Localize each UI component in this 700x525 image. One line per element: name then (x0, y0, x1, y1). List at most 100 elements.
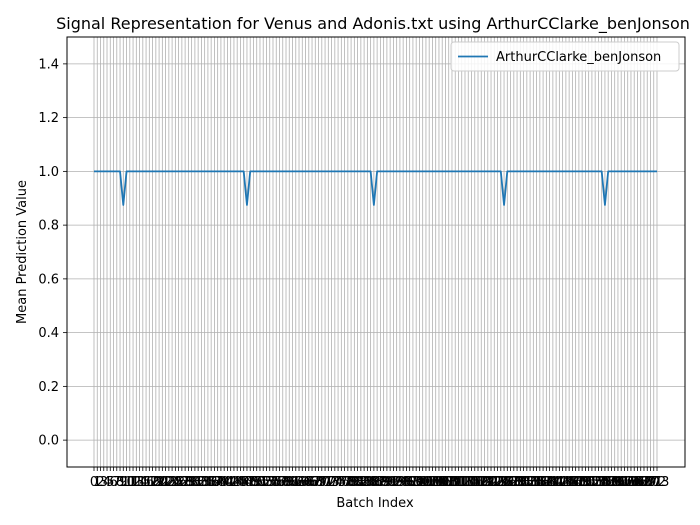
x-tick-label: 132 (511, 475, 536, 490)
x-tick-label: 101 (410, 475, 435, 490)
x-tick-label: 15 (135, 475, 152, 490)
x-tick-label: 122 (479, 475, 504, 490)
x-tick-label: 160 (602, 475, 627, 490)
x-tick-label: 158 (596, 475, 621, 490)
x-tick-label: 53 (258, 475, 275, 490)
x-tick-label: 74 (327, 475, 344, 490)
x-tick-label: 63 (291, 475, 308, 490)
y-tick-label: 0.4 (38, 326, 59, 341)
x-tick-label: 109 (436, 475, 461, 490)
x-tick-label: 117 (462, 475, 487, 490)
x-tick-label: 156 (589, 475, 614, 490)
x-tick-label: 139 (534, 475, 559, 490)
x-tick-label: 112 (446, 475, 471, 490)
x-tick-label: 23 (161, 475, 178, 490)
x-tick-label: 79 (343, 475, 360, 490)
x-tick-label: 68 (307, 475, 324, 490)
x-tick-label: 86 (366, 475, 383, 490)
x-tick-label: 163 (612, 475, 637, 490)
x-tick-label: 104 (420, 475, 445, 490)
x-tick-label: 10 (118, 475, 135, 490)
x-tick-label: 82 (353, 475, 370, 490)
x-tick-label: 111 (443, 475, 468, 490)
x-tick-label: 131 (508, 475, 533, 490)
x-tick-label: 50 (248, 475, 265, 490)
x-tick-label: 147 (560, 475, 585, 490)
x-tick-label: 8 (116, 475, 124, 490)
x-tick-label: 33 (193, 475, 210, 490)
x-tick-label: 88 (372, 475, 389, 490)
x-tick-label: 119 (469, 475, 494, 490)
x-tick-label: 2 (96, 475, 104, 490)
x-tick-label: 129 (501, 475, 526, 490)
x-tick-label: 58 (274, 475, 291, 490)
x-tick-label: 13 (128, 475, 145, 490)
x-tick-label: 107 (430, 475, 455, 490)
x-tick-label: 102 (414, 475, 439, 490)
x-tick-label: 28 (177, 475, 194, 490)
x-tick-label: 149 (566, 475, 591, 490)
x-tick-label: 96 (398, 475, 415, 490)
x-tick-label: 141 (540, 475, 565, 490)
x-tick-label: 76 (333, 475, 350, 490)
x-tick-label: 103 (417, 475, 442, 490)
y-tick-label: 0.8 (38, 219, 59, 234)
x-tick-label: 154 (583, 475, 608, 490)
x-tick-label: 125 (488, 475, 513, 490)
x-tick-label: 170 (635, 475, 660, 490)
x-tick-label: 57 (271, 475, 288, 490)
x-tick-label: 157 (593, 475, 618, 490)
x-tick-label: 90 (379, 475, 396, 490)
x-tick-label: 11 (122, 475, 139, 490)
x-tick-label: 110 (440, 475, 465, 490)
x-tick-label: 61 (284, 475, 301, 490)
legend-label: ArthurCClarke_benJonson (496, 50, 661, 65)
x-tick-label: 169 (632, 475, 657, 490)
x-tick-label: 3 (100, 475, 108, 490)
x-tick-label: 30 (183, 475, 200, 490)
x-tick-label: 67 (304, 475, 321, 490)
x-tick-label: 43 (226, 475, 243, 490)
x-tick-label: 155 (586, 475, 611, 490)
x-tick-label: 143 (547, 475, 572, 490)
x-tick-label: 166 (622, 475, 647, 490)
x-tick-label: 120 (472, 475, 497, 490)
x-tick-label: 105 (423, 475, 448, 490)
x-tick-label: 134 (518, 475, 543, 490)
x-tick-label: 124 (485, 475, 510, 490)
x-tick-label: 47 (239, 475, 256, 490)
x-tick-label: 94 (392, 475, 409, 490)
x-tick-label: 99 (408, 475, 425, 490)
x-tick-label: 144 (550, 475, 575, 490)
x-tick-label: 38 (209, 475, 226, 490)
x-tick-label: 78 (340, 475, 357, 490)
x-tick-label: 36 (203, 475, 220, 490)
x-tick-label: 71 (317, 475, 334, 490)
x-tick-label: 127 (495, 475, 520, 490)
x-tick-label: 159 (599, 475, 624, 490)
x-tick-label: 173 (645, 475, 670, 490)
x-tick-label: 77 (336, 475, 353, 490)
x-tick-label: 140 (537, 475, 562, 490)
x-tick-label: 121 (475, 475, 500, 490)
x-tick-label: 73 (323, 475, 340, 490)
x-tick-label: 168 (628, 475, 653, 490)
x-tick-label: 20 (151, 475, 168, 490)
x-tick-label: 52 (255, 475, 272, 490)
x-tick-label: 19 (148, 475, 165, 490)
y-tick-label: 0.2 (38, 380, 59, 395)
x-tick-label: 49 (245, 475, 262, 490)
x-tick-label: 39 (213, 475, 230, 490)
x-tick-label: 142 (544, 475, 569, 490)
x-tick-label: 136 (524, 475, 549, 490)
x-tick-label: 81 (349, 475, 366, 490)
x-tick-label: 0 (90, 475, 98, 490)
x-tick-label: 151 (573, 475, 598, 490)
x-tick-label: 41 (219, 475, 236, 490)
x-tick-label: 84 (359, 475, 376, 490)
x-tick-label: 56 (268, 475, 285, 490)
x-tick-label: 164 (615, 475, 640, 490)
x-tick-label: 54 (261, 475, 278, 490)
